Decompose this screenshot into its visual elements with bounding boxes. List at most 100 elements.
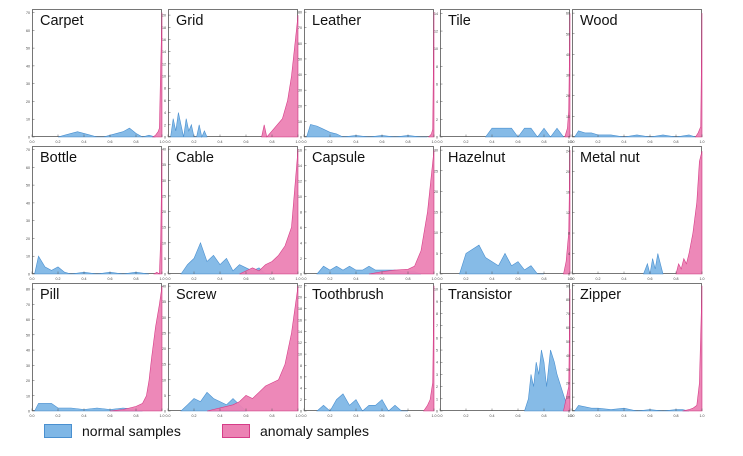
- y-tick-label: 40: [162, 285, 166, 289]
- x-tick-label: 0.8: [674, 277, 679, 281]
- panel-toothbrush: 0 2 4 6 8 10 12 14 16 18 20 22 0.0 0.2 0.4 0.6 0.8 1.0 Too…: [298, 283, 437, 418]
- plot-wood: 0 10 20 30 40 50 60 0.0 0.2 0.4 0.6 0.8 1.0: [566, 9, 705, 144]
- panel-title-zipper: Zipper: [580, 287, 622, 303]
- x-tick-label: 0.8: [674, 414, 679, 418]
- x-tick-label: 0.4: [354, 414, 359, 418]
- normal-area: [574, 405, 690, 412]
- x-tick-label: 0.8: [406, 140, 411, 144]
- x-tick-label: 0.6: [108, 277, 113, 281]
- panel-zipper: 0 10 20 30 40 50 60 70 80 90 0.0 0.2 0.4 0.6 0.8 1.0 Zip…: [566, 283, 705, 418]
- y-tick-label: 5: [436, 349, 438, 353]
- y-tick-label: 0: [164, 410, 166, 414]
- plot-frame: [572, 283, 702, 411]
- y-tick-label: 5: [164, 257, 166, 261]
- x-tick-label: 0.0: [570, 414, 575, 418]
- x-tick-label: 0.8: [134, 277, 139, 281]
- panel-pill: 0 10 20 30 40 50 60 70 80 0.0 0.2 0.4 0.6 0.8 1.0 Pill: [26, 283, 165, 418]
- anomaly-area: [151, 12, 163, 138]
- y-tick-label: 9: [436, 300, 438, 304]
- y-tick-label: 18: [298, 307, 302, 311]
- y-tick-label: 10: [26, 394, 30, 398]
- y-tick-label: 1: [436, 397, 438, 401]
- panel-title-screw: Screw: [176, 287, 217, 303]
- x-tick-label: 0.2: [464, 140, 469, 144]
- y-tick-label: 20: [26, 100, 30, 104]
- y-tick-label: 4: [300, 387, 302, 391]
- x-tick-label: 0.0: [30, 277, 35, 281]
- y-tick-label: 0: [568, 410, 570, 414]
- y-tick-label: 25: [434, 169, 438, 173]
- x-tick-label: 0.2: [464, 277, 469, 281]
- y-tick-label: 20: [566, 94, 570, 98]
- y-tick-label: 4: [164, 111, 166, 115]
- panel-wood: 0 10 20 30 40 50 60 0.0 0.2 0.4 0.6 0.8 1.0 Wood: [566, 9, 705, 144]
- y-tick-label: 10: [162, 75, 166, 79]
- x-tick-label: 0.6: [516, 414, 521, 418]
- x-tick-label: 0.8: [134, 140, 139, 144]
- y-tick-label: 24: [566, 150, 570, 154]
- x-tick-label: 1.0: [160, 277, 165, 281]
- plot-metal-nut: 0 4 8 12 16 20 24 0.0 0.2 0.4 0.6 0.8 1.0: [566, 146, 705, 281]
- panel-title-carpet: Carpet: [40, 13, 84, 29]
- y-tick-label: 10: [26, 255, 30, 259]
- plot-frame: [440, 9, 570, 137]
- panel-title-metal-nut: Metal nut: [580, 150, 640, 166]
- y-tick-label: 4: [568, 252, 570, 256]
- x-tick-label: 0.4: [218, 414, 223, 418]
- plot-frame: [32, 146, 162, 274]
- x-tick-label: 1.0: [296, 140, 301, 144]
- y-tick-label: 10: [26, 118, 30, 122]
- y-tick-label: 8: [436, 312, 438, 316]
- y-tick-label: 70: [566, 312, 570, 316]
- panel-title-tile: Tile: [448, 13, 471, 29]
- x-tick-label: 0.0: [166, 414, 171, 418]
- y-tick-label: 10: [434, 231, 438, 235]
- panel-metal-nut: 0 4 8 12 16 20 24 0.0 0.2 0.4 0.6 0.8 1.0 Metal nut: [566, 146, 705, 281]
- x-tick-label: 0.0: [302, 140, 307, 144]
- y-tick-label: 10: [434, 47, 438, 51]
- y-tick-label: 6: [164, 99, 166, 103]
- panel-screw: 0 5 10 15 20 25 30 35 40 0.0 0.2 0.4 0.6 0.8 1.0 Screw: [162, 283, 301, 418]
- x-tick-label: 0.8: [542, 140, 547, 144]
- y-tick-label: 4: [300, 241, 302, 245]
- y-tick-label: 0: [300, 410, 302, 414]
- y-tick-label: 10: [162, 241, 166, 245]
- x-tick-label: 0.8: [270, 140, 275, 144]
- y-tick-label: 6: [300, 375, 302, 379]
- x-tick-label: 0.4: [354, 277, 359, 281]
- y-tick-label: 10: [298, 353, 302, 357]
- y-tick-label: 30: [26, 219, 30, 223]
- x-tick-label: 0.6: [648, 140, 653, 144]
- y-tick-label: 16: [298, 148, 302, 152]
- y-tick-label: 10: [162, 378, 166, 382]
- y-tick-label: 20: [566, 382, 570, 386]
- panel-title-wood: Wood: [580, 13, 618, 29]
- y-tick-label: 10: [566, 115, 570, 119]
- y-tick-label: 30: [162, 316, 166, 320]
- y-tick-label: 25: [162, 194, 166, 198]
- x-tick-label: 0.2: [328, 277, 333, 281]
- x-tick-label: 0.0: [166, 140, 171, 144]
- anomaly-area: [694, 13, 703, 138]
- y-tick-label: 60: [26, 318, 30, 322]
- y-tick-label: 35: [162, 163, 166, 167]
- y-tick-label: 14: [162, 50, 166, 54]
- y-tick-label: 2: [300, 257, 302, 261]
- panel-title-cable: Cable: [176, 150, 214, 166]
- x-tick-label: 0.0: [302, 414, 307, 418]
- x-tick-label: 0.8: [542, 277, 547, 281]
- y-tick-label: 2: [436, 385, 438, 389]
- y-tick-label: 80: [566, 298, 570, 302]
- x-tick-label: 0.8: [542, 414, 547, 418]
- plot-frame: [168, 146, 298, 274]
- panel-title-bottle: Bottle: [40, 150, 78, 166]
- y-tick-label: 6: [436, 336, 438, 340]
- legend-normal: normal samples: [44, 421, 181, 441]
- x-tick-label: 0.4: [82, 140, 87, 144]
- legend-anomaly-label: anomaly samples: [260, 423, 369, 439]
- y-tick-label: 20: [162, 347, 166, 351]
- normal-area: [524, 349, 571, 412]
